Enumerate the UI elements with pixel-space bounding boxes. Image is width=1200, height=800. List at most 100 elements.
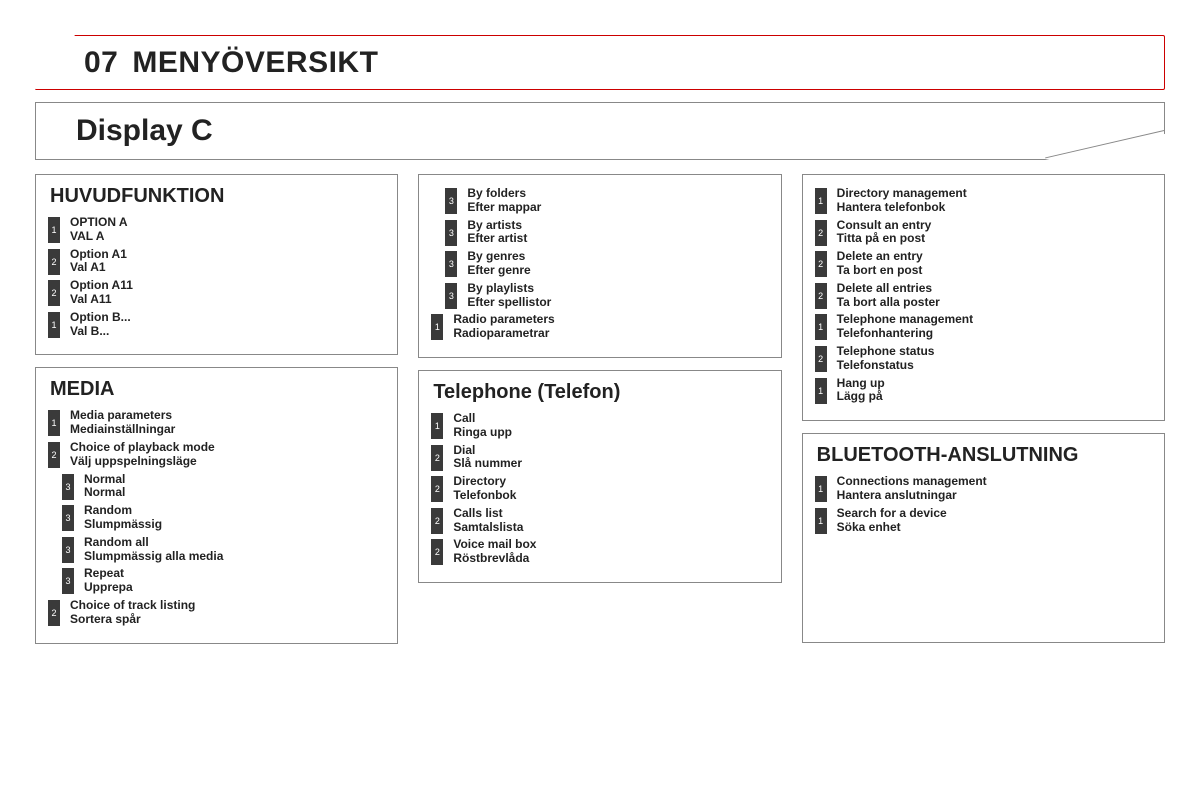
item-label-primary: Calls list: [453, 506, 502, 520]
menu-item: 3 By genresEfter genre: [445, 250, 768, 278]
header-title: MENYÖVERSIKT: [132, 46, 378, 79]
menu-item: 2Choice of track listingSortera spår: [48, 599, 385, 627]
item-label-primary: Random: [84, 503, 132, 517]
item-labels: Choice of track listingSortera spår: [70, 599, 195, 627]
item-label-secondary: Titta på en post: [837, 232, 932, 246]
item-level-badge: 3: [62, 537, 74, 563]
item-label-secondary: Slumpmässig: [84, 518, 162, 532]
item-level-badge: 1: [815, 508, 827, 534]
item-labels: RandomSlumpmässig: [84, 504, 162, 532]
menu-item: 2Option A11Val A11: [48, 279, 385, 307]
item-labels: Telephone statusTelefonstatus: [837, 345, 935, 373]
item-label-secondary: Val A11: [70, 293, 133, 307]
item-level-badge: 1: [431, 413, 443, 439]
item-label-secondary: Val A1: [70, 261, 127, 275]
item-level-badge: 3: [445, 220, 457, 246]
menu-item: 1Telephone managementTelefonhantering: [815, 313, 1152, 341]
item-label-primary: By artists: [467, 218, 522, 232]
panel: Telephone (Telefon)1CallRinga upp2DialSl…: [418, 370, 781, 583]
item-label-primary: Connections management: [837, 474, 987, 488]
item-level-badge: 3: [445, 251, 457, 277]
subtitle-text: Display C: [76, 114, 213, 148]
menu-item: 3 By playlistsEfter spellistor: [445, 282, 768, 310]
item-label-primary: Directory management: [837, 186, 967, 200]
menu-item: 2 Calls listSamtalslista: [431, 507, 768, 535]
menu-item: 1OPTION AVAL A: [48, 216, 385, 244]
item-level-badge: 2: [431, 539, 443, 565]
menu-item: 3By foldersEfter mappar: [445, 187, 768, 215]
item-label-secondary: Efter mappar: [467, 201, 541, 215]
item-level-badge: 2: [815, 283, 827, 309]
item-label-primary: By folders: [467, 186, 526, 200]
item-labels: Option B...Val B...: [70, 311, 131, 339]
item-label-primary: By playlists: [467, 281, 534, 295]
menu-item: 2Delete an entryTa bort en post: [815, 250, 1152, 278]
item-label-secondary: Lägg på: [837, 390, 885, 404]
item-label-primary: Option A11: [70, 278, 133, 292]
item-label-primary: Normal: [84, 472, 125, 486]
item-level-badge: 2: [815, 346, 827, 372]
menu-item: 1Directory managementHantera telefonbok: [815, 187, 1152, 215]
item-label-secondary: Ta bort alla poster: [837, 296, 940, 310]
item-level-badge: 3: [62, 505, 74, 531]
item-level-badge: 1: [48, 410, 60, 436]
item-label-primary: Delete an entry: [837, 249, 923, 263]
item-label-secondary: Välj uppspelningsläge: [70, 455, 215, 469]
item-label-secondary: Val B...: [70, 325, 131, 339]
menu-item: 2Option A1Val A1: [48, 248, 385, 276]
item-labels: Telephone managementTelefonhantering: [837, 313, 973, 341]
item-label-secondary: Mediainställningar: [70, 423, 175, 437]
menu-item: 3By artistsEfter artist: [445, 219, 768, 247]
item-level-badge: 2: [815, 251, 827, 277]
item-labels: Calls listSamtalslista: [453, 507, 523, 535]
header-banner: 07 MENYÖVERSIKT: [35, 35, 1165, 90]
panel: MEDIA1Media parametersMediainställningar…: [35, 367, 398, 643]
menu-item: 3RepeatUpprepa: [62, 567, 385, 595]
item-level-badge: 3: [445, 283, 457, 309]
item-labels: Media parametersMediainställningar: [70, 409, 175, 437]
item-label-secondary: Hantera anslutningar: [837, 489, 987, 503]
item-label-secondary: Ringa upp: [453, 426, 512, 440]
menu-item: 3Random allSlumpmässig alla media: [62, 536, 385, 564]
item-labels: Search for a deviceSöka enhet: [837, 507, 947, 535]
item-level-badge: 1: [431, 314, 443, 340]
item-label-primary: Repeat: [84, 566, 124, 580]
item-labels: Consult an entryTitta på en post: [837, 219, 932, 247]
item-level-badge: 2: [48, 442, 60, 468]
item-labels: CallRinga upp: [453, 412, 512, 440]
item-label-secondary: Hantera telefonbok: [837, 201, 967, 215]
item-labels: Delete all entriesTa bort alla poster: [837, 282, 940, 310]
item-labels: Radio parametersRadioparametrar: [453, 313, 554, 341]
menu-item: 1 CallRinga upp: [431, 412, 768, 440]
item-label-primary: Telephone status: [837, 344, 935, 358]
item-label-primary: Delete all entries: [837, 281, 932, 295]
panel-title: Telephone (Telefon): [433, 381, 768, 404]
item-level-badge: 2: [431, 508, 443, 534]
item-labels: By playlistsEfter spellistor: [467, 282, 551, 310]
item-label-primary: Hang up: [837, 376, 885, 390]
item-level-badge: 1: [48, 217, 60, 243]
column: 3By foldersEfter mappar3By artistsEfter …: [418, 174, 781, 644]
item-labels: Option A1Val A1: [70, 248, 127, 276]
item-label-primary: Search for a device: [837, 506, 947, 520]
menu-item: 3NormalNormal: [62, 473, 385, 501]
item-label-primary: By genres: [467, 249, 525, 263]
item-label-primary: Voice mail box: [453, 537, 536, 551]
item-label-secondary: Slå nummer: [453, 457, 522, 471]
menu-item: 1Connections managementHantera anslutnin…: [815, 475, 1152, 503]
menu-item: 2 Delete all entriesTa bort alla poster: [815, 282, 1152, 310]
item-label-secondary: Efter spellistor: [467, 296, 551, 310]
item-labels: Choice of playback modeVälj uppspelnings…: [70, 441, 215, 469]
subtitle-bar: Display C: [35, 102, 1165, 160]
item-label-secondary: Efter genre: [467, 264, 530, 278]
item-label-primary: Call: [453, 411, 475, 425]
header-number: 07: [84, 46, 118, 79]
item-labels: Connections managementHantera anslutning…: [837, 475, 987, 503]
panel: HUVUDFUNKTION1OPTION AVAL A2Option A1Val…: [35, 174, 398, 355]
item-label-primary: Choice of track listing: [70, 598, 195, 612]
item-label-secondary: Telefonbok: [453, 489, 516, 503]
item-label-primary: Option A1: [70, 247, 127, 261]
menu-item: 1Hang upLägg på: [815, 377, 1152, 405]
item-label-primary: Choice of playback mode: [70, 440, 215, 454]
item-labels: Hang upLägg på: [837, 377, 885, 405]
